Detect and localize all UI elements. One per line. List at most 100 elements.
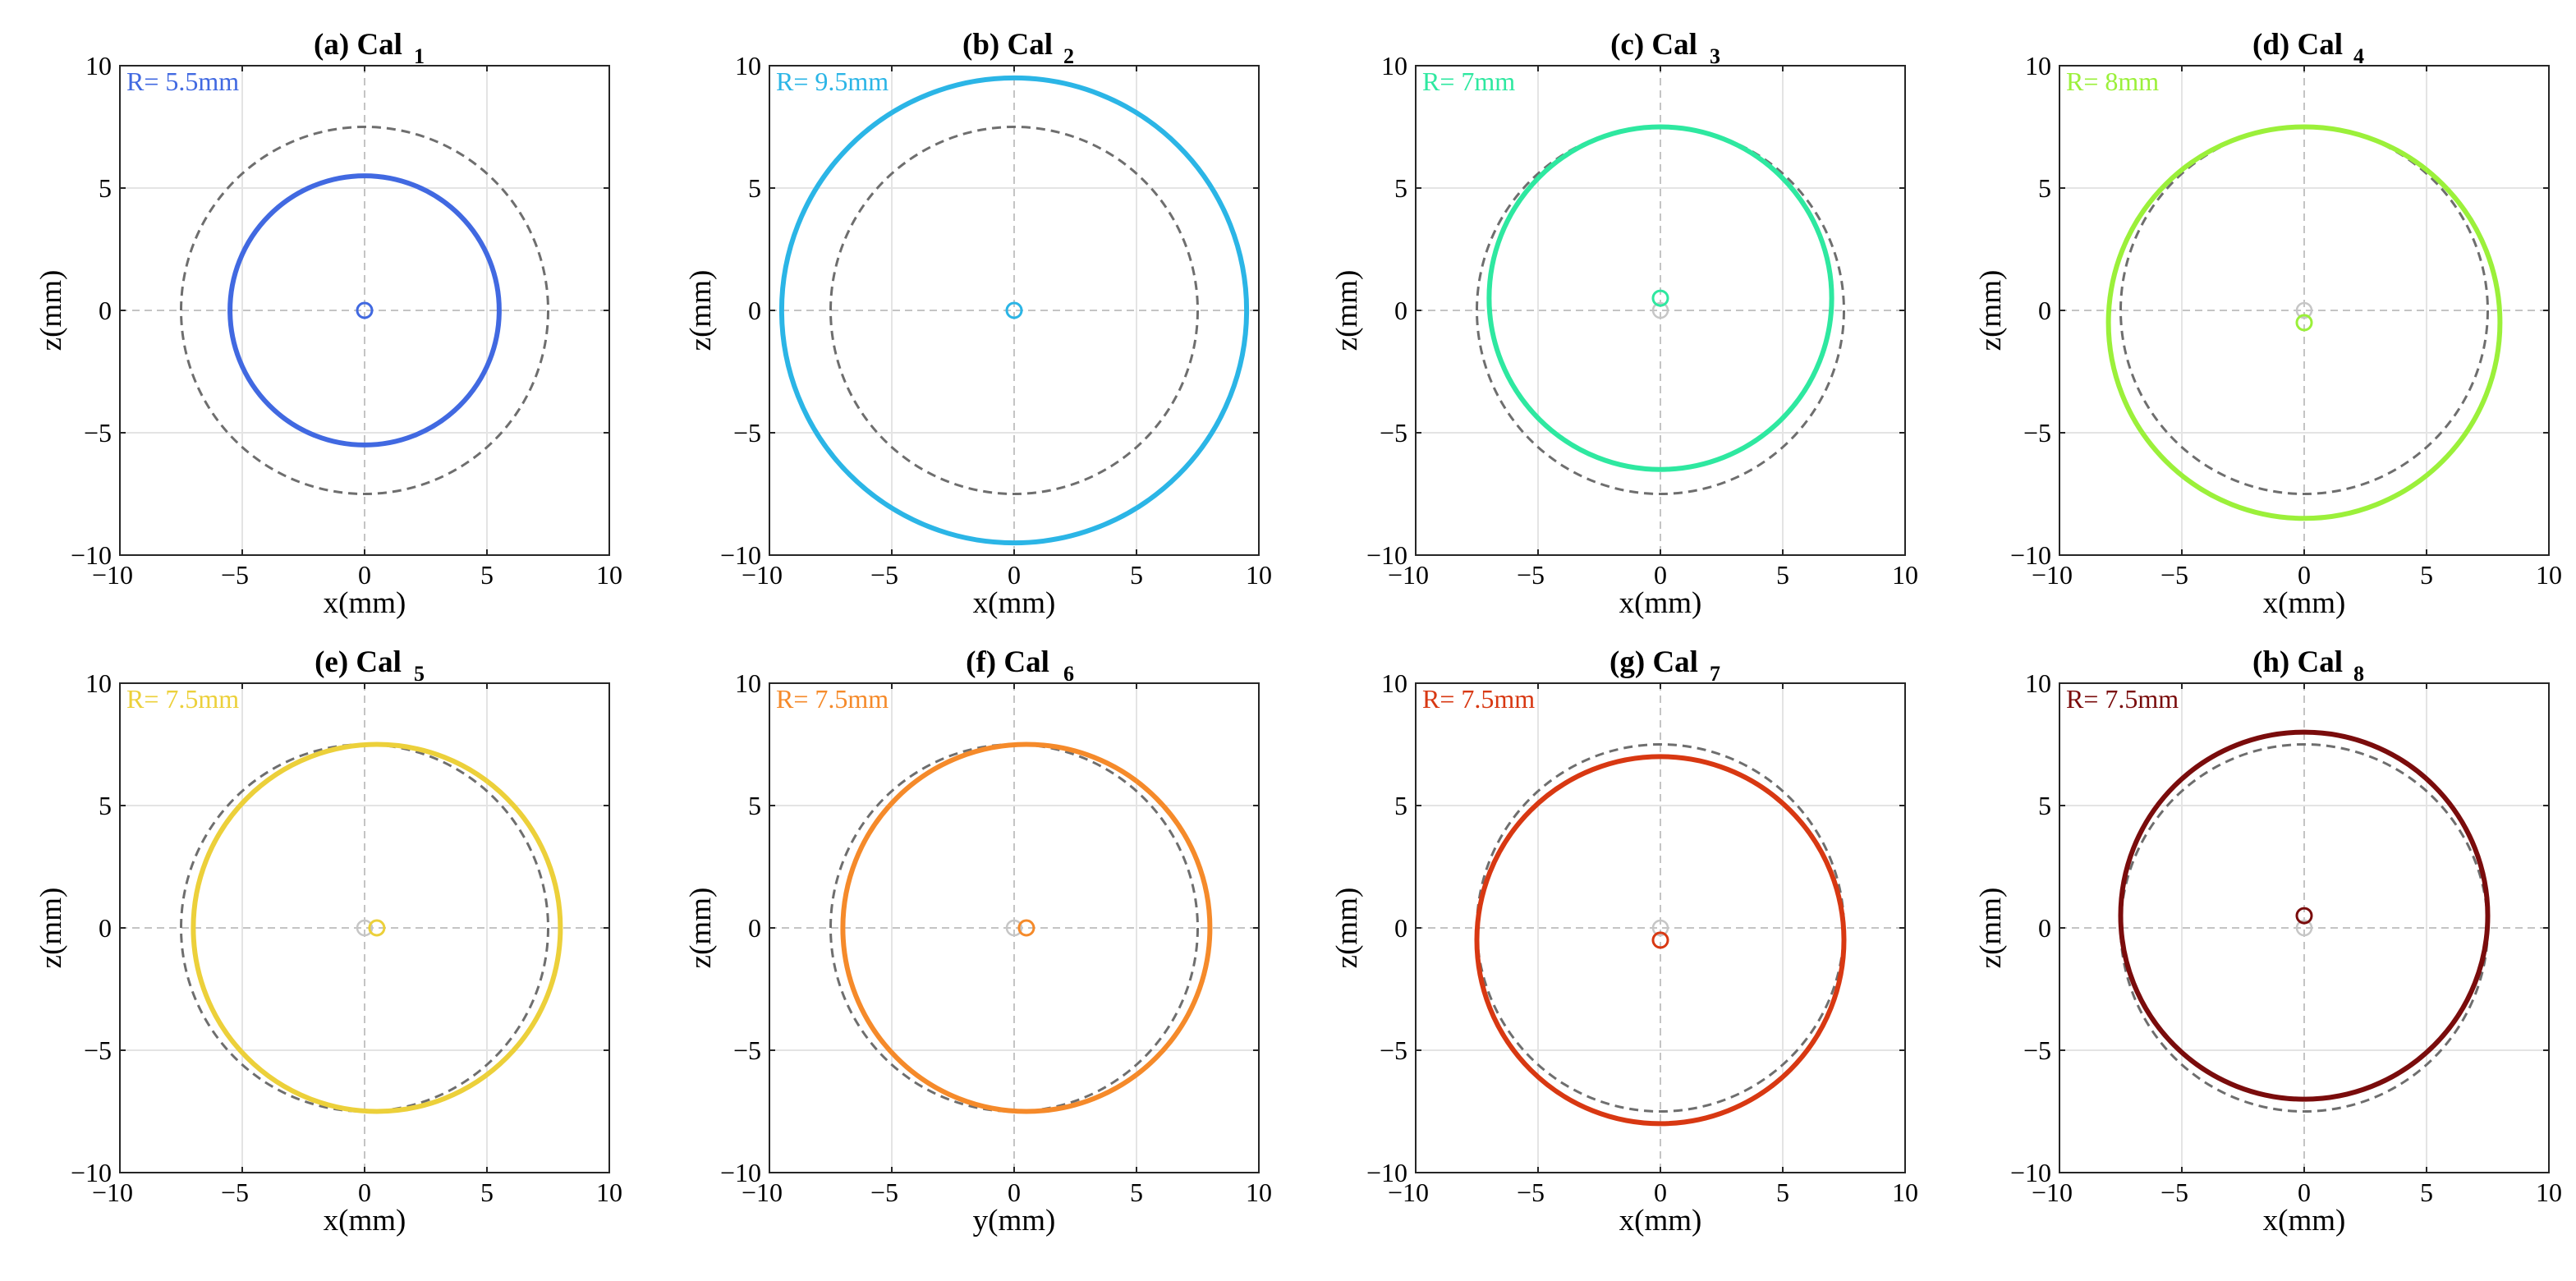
plot-area xyxy=(2059,66,2549,555)
y-axis-label: z(mm) xyxy=(34,888,68,969)
x-tick-label: 10 xyxy=(1892,1178,1918,1207)
reference-circle xyxy=(829,126,1199,495)
y-tick-label: −10 xyxy=(71,540,112,570)
x-axis-label: y(mm) xyxy=(973,1204,1056,1237)
x-tick-label: 10 xyxy=(1246,560,1272,590)
x-tick-label: −5 xyxy=(221,1178,249,1207)
x-tick-label: −10 xyxy=(1388,1178,1429,1207)
x-tick-label: 0 xyxy=(358,1178,371,1207)
x-axis-label: x(mm) xyxy=(324,586,406,620)
y-tick-label: 5 xyxy=(2038,791,2051,820)
x-tick-label: 0 xyxy=(1654,1178,1667,1207)
x-tick-label: −10 xyxy=(2032,1178,2073,1207)
panel-4: −10 −5 0 5 10 10 5 0 −5 −10 x(mm) z(mm) (d) Cal 4 R= 8… xyxy=(1974,28,2562,620)
panel-title-subscript: 3 xyxy=(1710,44,1720,68)
center-marker xyxy=(2295,314,2313,332)
x-tick-label: −5 xyxy=(1517,1178,1545,1207)
x-tick-label: 10 xyxy=(596,1178,622,1207)
panel-title: (b) Cal xyxy=(962,28,1053,62)
x-axis-label: x(mm) xyxy=(324,1204,406,1237)
center-marker xyxy=(2295,907,2313,925)
y-tick-label: 5 xyxy=(1394,791,1407,820)
fitted-circle xyxy=(2118,729,2491,1102)
y-tick-label: 0 xyxy=(2038,296,2051,325)
y-axis-label: z(mm) xyxy=(684,888,718,969)
x-tick-label: −5 xyxy=(221,560,249,590)
y-axis-label: z(mm) xyxy=(684,270,718,351)
x-tick-label: 10 xyxy=(1892,560,1918,590)
panel-title-subscript: 5 xyxy=(414,662,425,686)
center-marker xyxy=(1017,919,1035,937)
x-tick-label: 5 xyxy=(2420,560,2433,590)
y-tick-label: 5 xyxy=(2038,173,2051,203)
center-marker xyxy=(368,919,386,937)
panel-8: −10 −5 0 5 10 10 5 0 −5 −10 x(mm) z(mm) (h) Cal 8 R= 7… xyxy=(1974,645,2562,1237)
y-tick-label: 0 xyxy=(1394,913,1407,943)
y-tick-label: 0 xyxy=(99,913,112,943)
radius-label: R= 7.5mm xyxy=(126,684,239,714)
panel-title: (d) Cal xyxy=(2252,28,2343,62)
radius-label: R= 7mm xyxy=(1422,67,1515,96)
fitted-circle xyxy=(191,742,563,1114)
panel-title: (c) Cal xyxy=(1610,28,1697,62)
y-axis-label: z(mm) xyxy=(1974,270,2008,351)
x-tick-label: −10 xyxy=(742,1178,783,1207)
panel-3: −10 −5 0 5 10 10 5 0 −5 −10 x(mm) z(mm) (c) Cal 3 R= 7… xyxy=(1330,28,1918,620)
y-axis-label: z(mm) xyxy=(1330,270,1364,351)
fitted-circle xyxy=(840,742,1213,1114)
origin-marker xyxy=(2295,301,2313,319)
y-axis-label: z(mm) xyxy=(1974,888,2008,969)
x-tick-label: 0 xyxy=(1654,560,1667,590)
center-marker xyxy=(1651,931,1669,949)
y-tick-label: −10 xyxy=(720,1158,761,1187)
y-tick-label: −5 xyxy=(2023,418,2051,448)
fitted-circle xyxy=(1474,754,1847,1127)
panel-title: (h) Cal xyxy=(2252,645,2343,679)
x-tick-label: 10 xyxy=(1246,1178,1272,1207)
y-tick-label: 10 xyxy=(85,668,112,698)
y-tick-label: 0 xyxy=(99,296,112,325)
x-tick-label: 0 xyxy=(1008,1178,1021,1207)
origin-marker xyxy=(1651,919,1669,937)
y-tick-label: −5 xyxy=(2023,1035,2051,1065)
y-tick-label: −10 xyxy=(1366,1158,1407,1187)
x-tick-label: 5 xyxy=(2420,1178,2433,1207)
x-tick-label: −5 xyxy=(870,560,898,590)
center-marker xyxy=(356,301,374,319)
y-axis-label: z(mm) xyxy=(1330,888,1364,969)
y-tick-label: 10 xyxy=(2025,668,2051,698)
x-tick-label: −10 xyxy=(92,560,133,590)
radius-label: R= 7.5mm xyxy=(1422,684,1535,714)
x-tick-label: 5 xyxy=(1776,560,1789,590)
origin-marker xyxy=(1005,919,1023,937)
x-axis-label: x(mm) xyxy=(2263,586,2346,620)
x-tick-label: 5 xyxy=(1130,560,1143,590)
panel-2: −10 −5 0 5 10 10 5 0 −5 −10 x(mm) z(mm) (b) Cal 2 R= 9… xyxy=(684,28,1272,620)
y-tick-label: −5 xyxy=(1380,418,1407,448)
panel-title: (a) Cal xyxy=(314,28,402,62)
x-tick-label: −10 xyxy=(2032,560,2073,590)
origin-marker xyxy=(2295,919,2313,937)
x-tick-label: 5 xyxy=(480,1178,494,1207)
origin-marker xyxy=(1651,301,1669,319)
y-tick-label: 10 xyxy=(85,51,112,80)
x-tick-label: −5 xyxy=(2160,1178,2188,1207)
y-tick-label: 5 xyxy=(1394,173,1407,203)
x-tick-label: 10 xyxy=(2536,1178,2562,1207)
fitted-circle xyxy=(227,173,502,448)
plot-area xyxy=(769,66,1259,555)
fitted-circle xyxy=(778,75,1250,546)
origin-marker xyxy=(356,919,374,937)
y-tick-label: 0 xyxy=(748,296,761,325)
center-marker xyxy=(1005,301,1023,319)
panel-6: −10 −5 0 5 10 10 5 0 −5 −10 y(mm) z(mm) (f) Cal 6 R= 7… xyxy=(684,645,1272,1237)
panel-5: −10 −5 0 5 10 10 5 0 −5 −10 x(mm) z(mm) (e) Cal 5 R= 7… xyxy=(34,645,622,1237)
x-tick-label: 0 xyxy=(2298,1178,2311,1207)
x-axis-label: x(mm) xyxy=(1619,1204,1702,1237)
y-tick-label: 5 xyxy=(748,791,761,820)
x-tick-label: −10 xyxy=(1388,560,1429,590)
x-axis-label: x(mm) xyxy=(2263,1204,2346,1237)
panel-title: (e) Cal xyxy=(315,645,402,679)
reference-circle xyxy=(180,126,549,495)
